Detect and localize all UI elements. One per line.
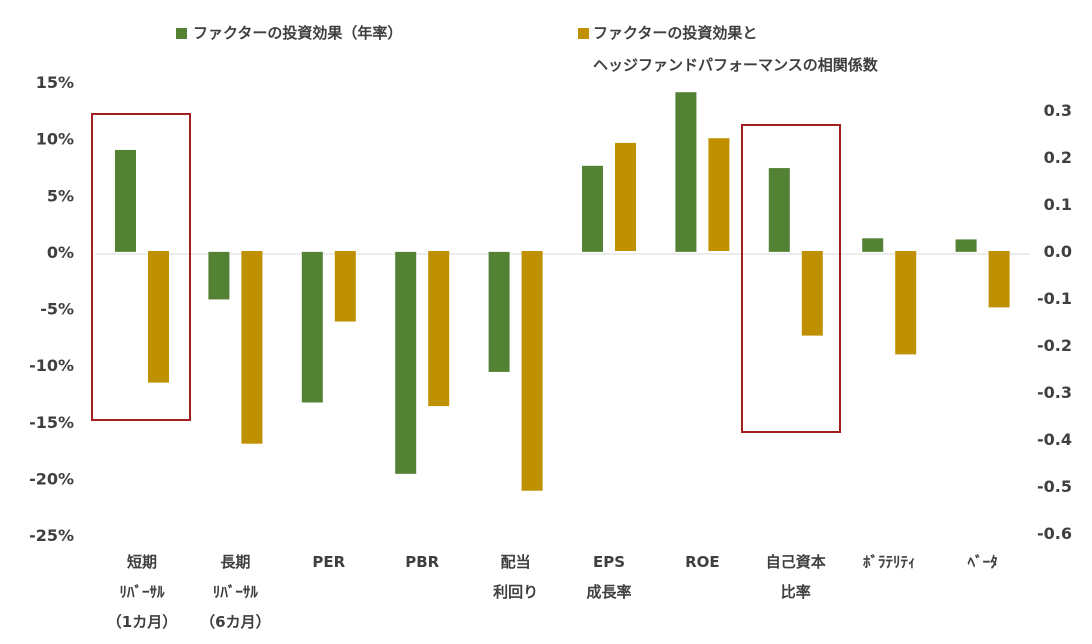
- bar-series-1: [675, 92, 697, 252]
- legend-label-series-2-line-2: ヘッジファンドパフォーマンスの相関係数: [593, 56, 879, 74]
- bar-series-1: [301, 251, 323, 403]
- category-label: （1カ月）: [107, 613, 177, 631]
- right-tick-label: -0.6: [1037, 524, 1072, 543]
- left-tick-label: -25%: [29, 526, 74, 545]
- highlight-box: [91, 113, 191, 421]
- category-label: 長期: [220, 553, 250, 571]
- bar-series-1: [955, 239, 977, 252]
- bar-series-2: [988, 251, 1010, 308]
- category-label: ﾘﾊﾞｰｻﾙ: [119, 583, 165, 601]
- left-tick-label: -5%: [40, 300, 74, 319]
- left-tick-label: 15%: [36, 73, 74, 92]
- left-tick-label: -20%: [29, 469, 74, 488]
- right-tick-label: 0.3: [1044, 101, 1072, 120]
- right-tick-label: -0.5: [1037, 477, 1072, 496]
- bar-series-2: [241, 251, 263, 444]
- highlight-boxes: [91, 113, 841, 433]
- right-tick-label: -0.1: [1037, 289, 1072, 308]
- bar-series-1: [208, 251, 230, 300]
- bar-series-2: [334, 251, 356, 322]
- category-label: EPS: [593, 553, 625, 571]
- left-tick-label: 5%: [47, 186, 74, 205]
- category-label: 比率: [781, 583, 811, 601]
- right-y-axis: 0.3 0.2 0.1 0.0 -0.1 -0.2 -0.3 -0.4 -0.5 -0.6: [1037, 101, 1072, 543]
- legend-swatch-series-2: [578, 28, 589, 39]
- category-label: （6カ月）: [200, 613, 270, 631]
- bar-series-1: [862, 238, 884, 252]
- left-tick-label: 0%: [47, 243, 74, 262]
- category-label: ﾘﾊﾞｰｻﾙ: [213, 583, 259, 601]
- category-label: 成長率: [586, 583, 631, 601]
- category-label: 自己資本: [766, 553, 826, 571]
- bar-series-2: [615, 142, 636, 251]
- right-tick-label: 0.0: [1044, 242, 1072, 261]
- legend-label-series-1: ファクターの投資効果（年率）: [193, 24, 402, 42]
- category-label: PBR: [405, 553, 439, 571]
- right-tick-label: -0.4: [1037, 430, 1072, 449]
- bars: [115, 92, 1010, 491]
- category-label: 利回り: [493, 583, 538, 601]
- right-tick-label: 0.2: [1044, 148, 1072, 167]
- category-label: 短期: [127, 553, 157, 571]
- legend: ファクターの投資効果（年率） ファクターの投資効果と ヘッジファンドパフォーマン…: [176, 24, 879, 74]
- bar-series-1: [488, 251, 510, 372]
- bar-series-2: [801, 251, 823, 336]
- category-label: 配当: [501, 553, 531, 571]
- bar-series-2: [148, 251, 169, 383]
- left-tick-label: -15%: [29, 413, 74, 432]
- left-tick-label: -10%: [29, 356, 74, 375]
- category-label: PER: [312, 553, 345, 571]
- right-tick-label: -0.2: [1037, 336, 1072, 355]
- left-y-axis: 15% 10% 5% 0% -5% -10% -15% -20% -25%: [29, 73, 74, 545]
- left-tick-label: 10%: [36, 130, 74, 149]
- bar-series-1: [115, 149, 136, 252]
- bar-series-2: [895, 251, 917, 355]
- category-label: ﾍﾞｰﾀ: [967, 553, 998, 571]
- bar-series-2: [708, 138, 730, 251]
- bar-series-1: [395, 251, 417, 474]
- right-tick-label: -0.3: [1037, 383, 1072, 402]
- bar-series-1: [582, 165, 603, 252]
- bar-series-2: [521, 251, 543, 491]
- right-tick-label: 0.1: [1044, 195, 1072, 214]
- bar-series-1: [768, 168, 790, 252]
- legend-swatch-series-1: [176, 28, 187, 39]
- bar-series-2: [428, 251, 450, 407]
- category-label: ﾎﾞﾗﾃﾘﾃｨ: [863, 553, 916, 571]
- highlight-box: [741, 124, 841, 433]
- category-label: ROE: [685, 553, 720, 571]
- legend-label-series-2-line-1: ファクターの投資効果と: [593, 24, 757, 42]
